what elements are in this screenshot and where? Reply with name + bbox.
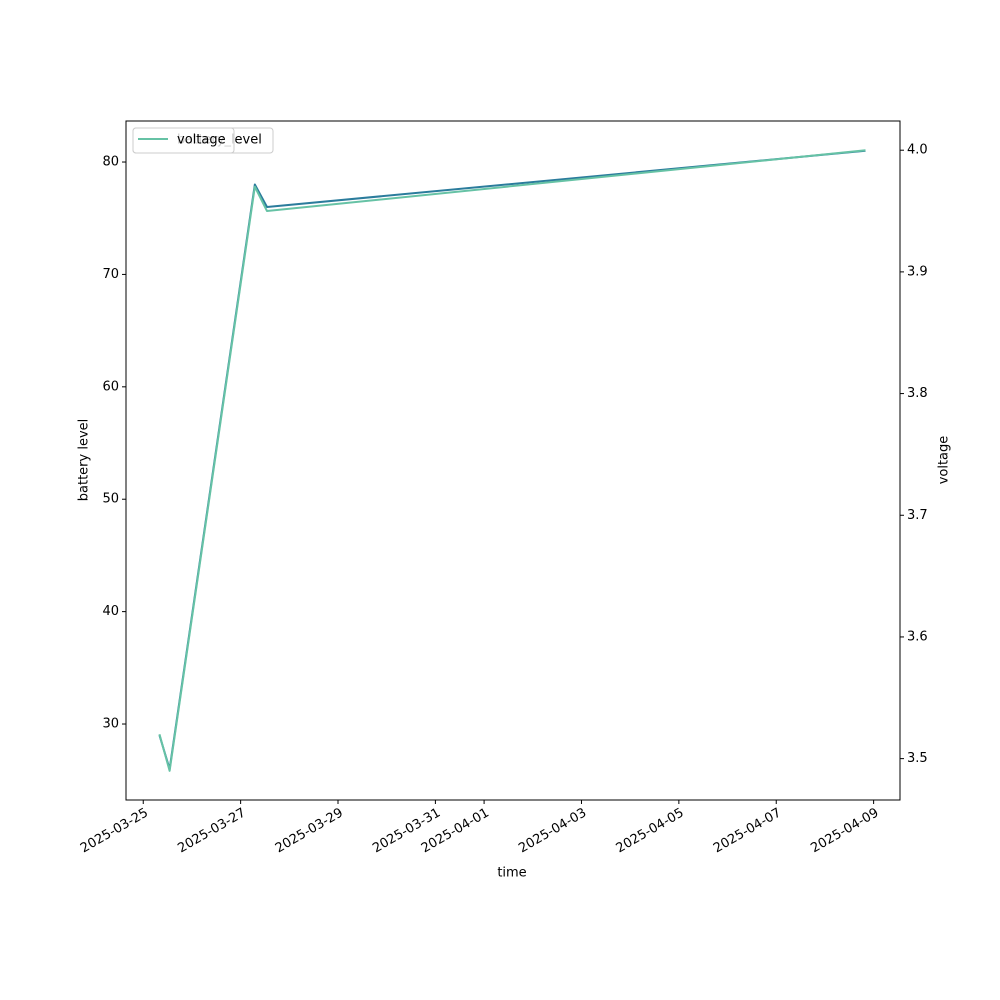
- y-tick-label: 30: [102, 717, 119, 732]
- y2-tick-label: 3.6: [907, 629, 928, 644]
- legend-box: [132, 127, 235, 154]
- y-tick-label: 80: [102, 155, 119, 170]
- y-tick-label: 50: [102, 492, 119, 507]
- y-tick-label: 70: [102, 267, 119, 282]
- legend: voltage: [132, 127, 235, 154]
- y-axis-label: battery level: [77, 419, 92, 502]
- y2-tick-label: 3.9: [907, 264, 928, 279]
- y2-axis-label: voltage: [937, 436, 952, 485]
- series-line: [158, 149, 866, 772]
- y-tick-label: 60: [102, 379, 119, 394]
- y-tick-label: 40: [102, 604, 119, 619]
- y2-tick-label: 3.8: [907, 386, 928, 401]
- y2-tick-label: 3.7: [907, 508, 928, 523]
- y2-tick-label: 3.5: [907, 751, 928, 766]
- x-axis-label: time: [497, 866, 526, 881]
- axes-frame: [125, 120, 901, 801]
- legend-label: voltage: [177, 133, 226, 148]
- y2-tick-label: 4.0: [907, 143, 928, 158]
